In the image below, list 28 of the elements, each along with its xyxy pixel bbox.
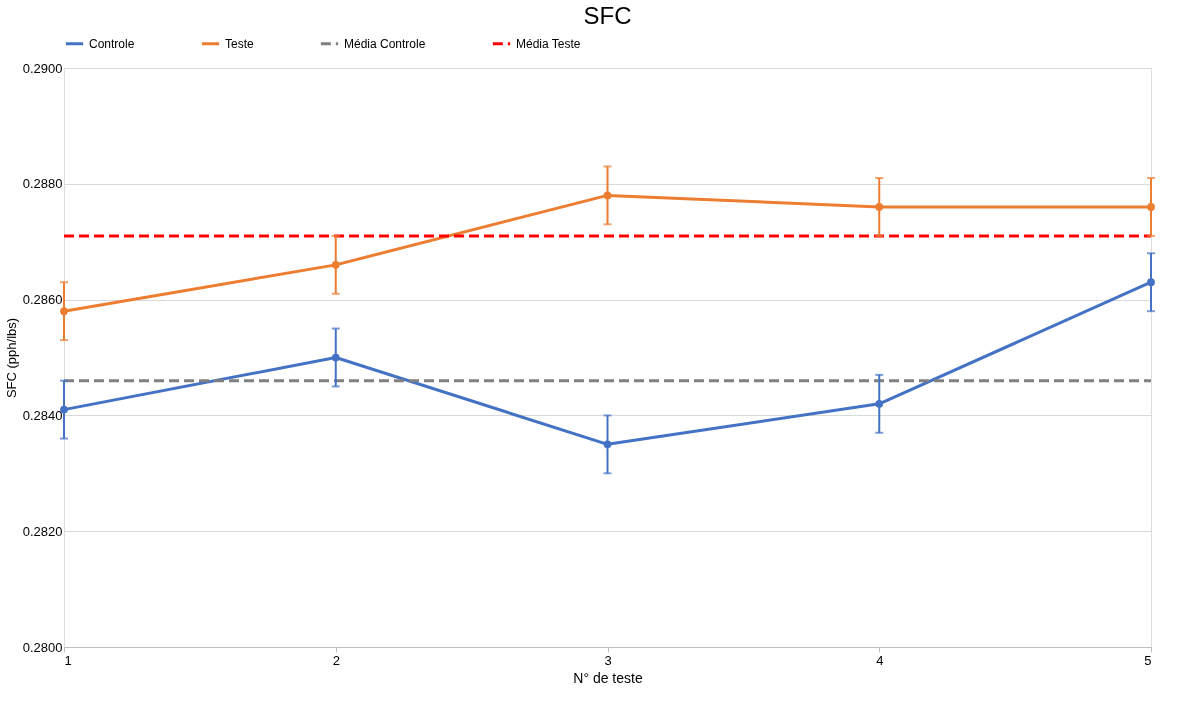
y-axis-title: SFC (pph/lbs) — [3, 317, 19, 399]
point — [331, 353, 340, 362]
point — [603, 440, 612, 449]
point — [875, 203, 884, 211]
y-tick-label: 0.2900 — [22, 60, 63, 76]
x-tick-label: 4 — [876, 652, 884, 668]
y-tick-label: 0.2880 — [22, 176, 63, 192]
legend-label: Controle — [89, 36, 135, 51]
x-tick-label: 5 — [1144, 652, 1152, 668]
x-tick-label: 1 — [64, 652, 72, 668]
chart-title: SFC — [583, 2, 632, 29]
legend-label: Média Teste — [516, 36, 581, 51]
legend-label: Média Controle — [344, 36, 426, 51]
point — [1147, 203, 1155, 211]
x-tick-label: 3 — [604, 652, 612, 668]
y-tick-label: 0.2800 — [22, 639, 63, 655]
y-tick-label: 0.2840 — [22, 407, 63, 423]
y-tick-label: 0.2860 — [22, 292, 63, 308]
point — [1147, 278, 1155, 287]
point — [603, 191, 612, 200]
legend-label: Teste — [225, 36, 255, 51]
x-axis-title: N° de teste — [573, 669, 643, 686]
point — [60, 307, 68, 316]
point — [60, 405, 68, 414]
x-tick-label: 2 — [332, 652, 340, 668]
point — [875, 399, 884, 408]
y-tick-label: 0.2820 — [22, 523, 63, 539]
point — [331, 260, 340, 269]
